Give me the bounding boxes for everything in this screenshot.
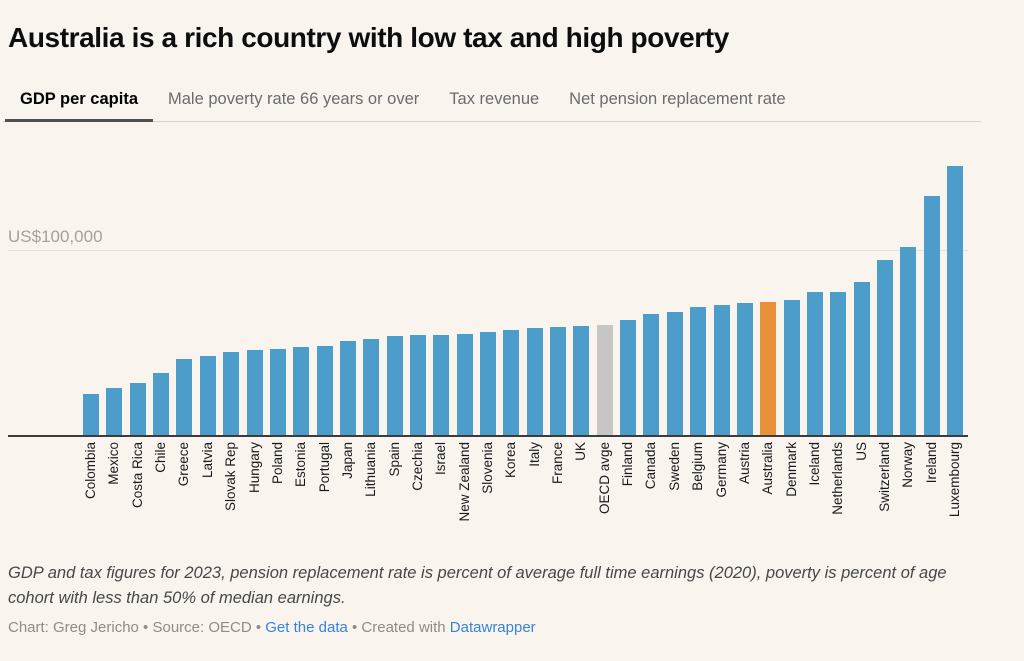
axis-label-spain: Spain [386,442,402,477]
bar-costa-rica[interactable] [129,382,146,435]
chart-footnote: GDP and tax figures for 2023, pension re… [8,564,947,607]
bar-lithuania[interactable] [363,338,380,435]
bar-new-zealand[interactable] [456,333,473,435]
bar-france[interactable] [550,327,566,435]
bar-denmark[interactable] [783,299,800,435]
axis-label-denmark: Denmark [783,442,799,497]
bar-australia[interactable] [760,302,777,435]
axis-label-finland: Finland [620,442,636,487]
bar-greece[interactable] [176,359,193,435]
axis-label-sweden: Sweden [666,442,682,491]
bar-spain[interactable] [386,335,403,435]
axis-label-colombia: Colombia [83,442,98,500]
axis-label-portugal: Portugal [316,442,332,493]
credit-byline: Chart: Greg Jericho • Source: OECD • [8,619,266,636]
axis-label-chile: Chile [153,442,169,473]
axis-label-slovak-rep: Slovak Rep [223,442,239,512]
credit-created-with: • Created with [347,619,450,636]
bar-poland[interactable] [269,349,286,435]
axis-label-iceland: Iceland [806,442,822,486]
axis-label-korea: Korea [503,442,519,479]
get-the-data-link[interactable]: Get the data [265,619,348,636]
tab-gdp-per-capita[interactable]: GDP per capita [5,80,153,122]
axis-label-japan: Japan [339,442,355,479]
bar-israel[interactable] [433,334,450,435]
axis-label-switzerland: Switzerland [876,442,892,512]
datawrapper-link[interactable]: Datawrapper [449,619,536,636]
gridline-label: US$100,000 [8,227,103,246]
bar-slovak-rep[interactable] [223,352,240,435]
bar-canada[interactable] [643,313,660,435]
bar-belgium[interactable] [690,307,707,435]
axis-label-us: US [853,442,869,461]
axis-label-canada: Canada [643,442,659,490]
bar-hungary[interactable] [246,349,263,435]
axis-label-slovenia: Slovenia [480,442,495,494]
axis-label-lithuania: Lithuania [363,442,379,497]
axis-label-austria: Austria [736,442,752,485]
bar-uk[interactable] [573,325,590,435]
tab-bar-divider [3,121,981,122]
bar-italy[interactable] [526,327,543,435]
axis-label-mexico: Mexico [106,442,122,485]
axis-label-new-zealand: New Zealand [456,442,472,522]
bar-colombia[interactable] [83,394,99,435]
bar-oecd-avge[interactable] [596,325,613,435]
bar-luxembourg[interactable] [947,165,963,435]
axis-label-luxembourg: Luxembourg [947,442,962,518]
bar-slovenia[interactable] [480,332,496,435]
bar-us[interactable] [853,281,870,435]
bar-ireland[interactable] [923,195,940,435]
axis-label-germany: Germany [713,442,729,498]
bar-finland[interactable] [620,320,637,435]
bar-korea[interactable] [503,329,520,435]
axis-label-australia: Australia [760,442,776,495]
bar-portugal[interactable] [316,345,333,435]
axis-label-greece: Greece [176,442,192,487]
bar-iceland[interactable] [806,292,823,435]
bar-mexico[interactable] [106,387,123,435]
axis-label-ireland: Ireland [923,442,939,484]
bar-norway[interactable] [900,247,917,435]
bar-germany[interactable] [713,305,730,435]
bar-czechia[interactable] [409,334,426,435]
axis-label-italy: Italy [526,442,542,467]
axis-label-costa-rica: Costa Rica [129,442,145,509]
axis-label-poland: Poland [269,442,285,485]
axis-label-norway: Norway [900,442,916,488]
bar-chile[interactable] [153,373,170,435]
x-axis-line [8,435,968,437]
axis-label-latvia: Latvia [199,442,215,479]
bar-latvia[interactable] [199,355,216,435]
axis-label-belgium: Belgium [690,442,706,491]
bar-sweden[interactable] [666,311,683,435]
bar-netherlands[interactable] [830,292,847,435]
bar-austria[interactable] [736,302,753,435]
chart-title: Australia is a rich country with low tax… [8,22,729,53]
bar-japan[interactable] [339,341,356,435]
axis-label-oecd-avge: OECD avge [596,442,612,515]
tab-net-pension-replacement-rate[interactable]: Net pension replacement rate [554,80,800,122]
tab-male-poverty-rate[interactable]: Male poverty rate 66 years or over [153,80,434,122]
axis-label-czechia: Czechia [409,442,425,491]
bar-estonia[interactable] [293,346,310,435]
bar-switzerland[interactable] [876,260,893,435]
axis-label-hungary: Hungary [246,442,262,494]
axis-label-uk: UK [573,442,589,461]
tab-bar: GDP per capita Male poverty rate 66 year… [5,80,801,122]
tab-tax-revenue[interactable]: Tax revenue [434,80,554,122]
gridline-100000 [8,250,968,251]
axis-label-israel: Israel [433,442,449,476]
axis-label-estonia: Estonia [293,442,309,488]
axis-label-netherlands: Netherlands [830,442,846,515]
axis-label-france: France [550,442,565,485]
credit-line: Chart: Greg Jericho • Source: OECD • Get… [8,619,536,636]
